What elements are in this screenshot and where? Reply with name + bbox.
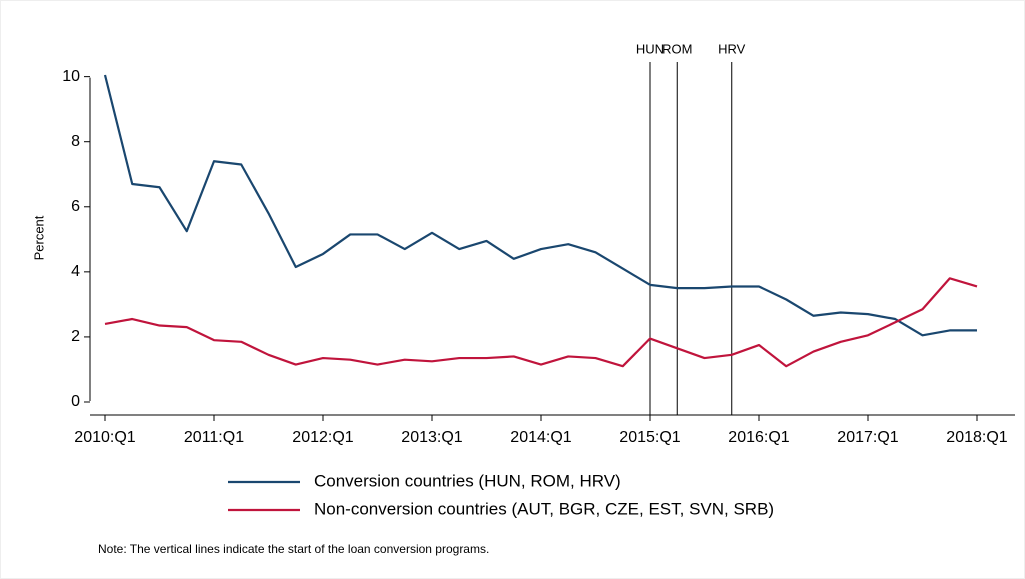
x-tick-label: 2011:Q1 xyxy=(184,429,244,446)
series-line xyxy=(104,277,978,368)
x-tick-label: 2010:Q1 xyxy=(74,429,135,446)
y-tick-label: 8 xyxy=(71,133,80,150)
vertical-line-label: HRV xyxy=(718,41,746,56)
y-axis-label: Percent xyxy=(31,215,46,260)
x-tick-label: 2013:Q1 xyxy=(401,429,462,446)
x-tick-label: 2017:Q1 xyxy=(837,429,898,446)
x-tick-label: 2012:Q1 xyxy=(292,429,353,446)
legend-label: Conversion countries (HUN, ROM, HRV) xyxy=(314,471,621,490)
y-tick-label: 0 xyxy=(71,393,80,410)
x-tick-label: 2015:Q1 xyxy=(619,429,680,446)
x-tick-label: 2016:Q1 xyxy=(728,429,789,446)
y-tick-label: 6 xyxy=(71,198,80,215)
y-tick-label: 4 xyxy=(71,263,80,280)
vertical-line-label: ROM xyxy=(662,41,692,56)
legend-label: Non-conversion countries (AUT, BGR, CZE,… xyxy=(314,499,774,518)
note: Note: The vertical lines indicate the st… xyxy=(98,542,489,556)
y-tick-label: 10 xyxy=(62,68,80,85)
series-line xyxy=(103,74,977,337)
x-tick-label: 2014:Q1 xyxy=(510,429,571,446)
vertical-line-label: HUN xyxy=(636,41,664,56)
x-tick-label: 2018:Q1 xyxy=(946,429,1007,446)
y-tick-label: 2 xyxy=(71,328,80,345)
